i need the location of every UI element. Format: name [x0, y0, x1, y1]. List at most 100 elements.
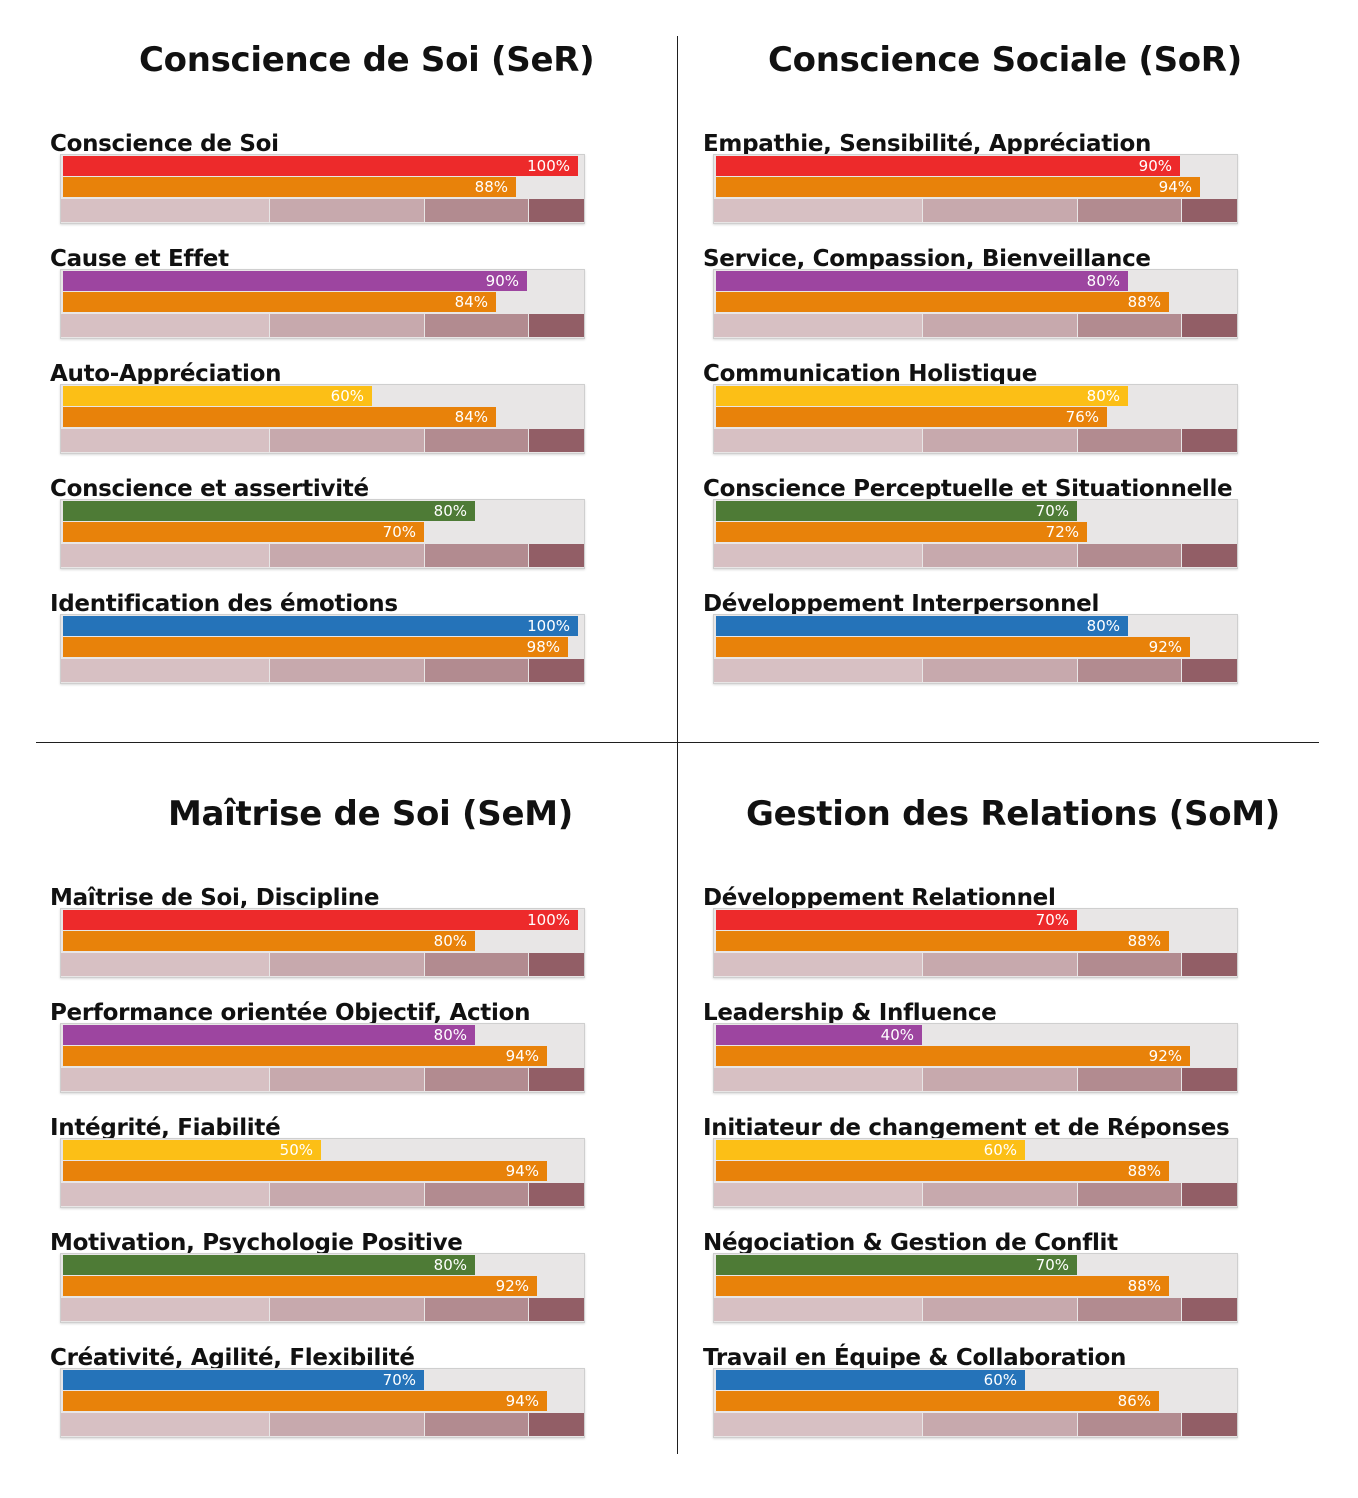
scale-band-1	[714, 1068, 922, 1091]
scale-band-3	[425, 1183, 528, 1206]
secondary-bar: 70%	[63, 522, 424, 542]
metric-label: Leadership & Influence	[703, 1000, 997, 1026]
metric-label: Service, Compassion, Bienveillance	[703, 246, 1151, 272]
scale-band-2	[923, 1068, 1077, 1091]
scale-band-3	[1078, 429, 1181, 452]
metric-group: Initiateur de changement et de Réponses 6…	[703, 1115, 1263, 1230]
scale-band-4	[1182, 659, 1237, 682]
primary-bar: 100%	[63, 910, 578, 930]
metric-label: Développement Interpersonnel	[703, 591, 1100, 617]
scale-band-4	[1182, 1413, 1237, 1436]
scale-band-1	[61, 953, 269, 976]
primary-bar: 90%	[716, 156, 1180, 176]
scale-band-2	[923, 199, 1077, 222]
scale-band-4	[529, 314, 584, 337]
scale-band-2	[270, 429, 424, 452]
bar-frame: 50% 94%	[60, 1138, 585, 1208]
scale-band-3	[1078, 314, 1181, 337]
scale-band-1	[61, 1298, 269, 1321]
scale-band-3	[1078, 1298, 1181, 1321]
metric-group: Maîtrise de Soi, Discipline 100% 80%	[50, 885, 610, 1000]
scale-band-2	[270, 199, 424, 222]
secondary-bar: 94%	[63, 1391, 547, 1411]
scale-band-1	[714, 659, 922, 682]
scale-band-3	[425, 429, 528, 452]
secondary-bar: 88%	[716, 292, 1169, 312]
scale-band-3	[425, 953, 528, 976]
metric-label: Identification des émotions	[50, 591, 398, 617]
metric-label: Intégrité, Fiabilité	[50, 1115, 281, 1141]
scale-band-1	[61, 429, 269, 452]
scale-band-4	[529, 953, 584, 976]
metric-label: Auto-Appréciation	[50, 361, 282, 387]
scale-band-2	[923, 314, 1077, 337]
secondary-bar: 86%	[716, 1391, 1159, 1411]
metric-group: Développement Relationnel 70% 88%	[703, 885, 1263, 1000]
quadrant-title: Gestion des Relations (SoM)	[746, 794, 1281, 834]
bar-frame: 70% 88%	[713, 908, 1238, 978]
scale-band-3	[425, 1068, 528, 1091]
bar-frame: 100% 80%	[60, 908, 585, 978]
vertical-divider	[677, 36, 678, 1454]
secondary-bar: 76%	[716, 407, 1107, 427]
primary-bar: 60%	[716, 1370, 1025, 1390]
scale-band-1	[714, 1298, 922, 1321]
primary-bar: 80%	[63, 1255, 475, 1275]
scale-band-1	[61, 1183, 269, 1206]
metric-label: Conscience et assertivité	[50, 476, 369, 502]
metric-label: Initiateur de changement et de Réponses	[703, 1115, 1230, 1141]
scale-band-4	[529, 1068, 584, 1091]
scale-band-4	[529, 1413, 584, 1436]
scale-band-1	[714, 953, 922, 976]
quadrant-title: Conscience de Soi (SeR)	[139, 40, 595, 80]
primary-bar: 100%	[63, 616, 578, 636]
bar-frame: 100% 98%	[60, 614, 585, 684]
bar-frame: 80% 70%	[60, 499, 585, 569]
primary-bar: 90%	[63, 271, 527, 291]
metric-group: Empathie, Sensibilité, Appréciation 90% 94…	[703, 131, 1263, 246]
secondary-bar: 84%	[63, 407, 496, 427]
metric-group: Performance orientée Objectif, Action 80%…	[50, 1000, 610, 1115]
metric-group: Communication Holistique 80% 76%	[703, 361, 1263, 476]
primary-bar: 80%	[716, 616, 1128, 636]
secondary-bar: 88%	[63, 177, 516, 197]
metric-group: Intégrité, Fiabilité 50% 94%	[50, 1115, 610, 1230]
metric-group: Identification des émotions 100% 98%	[50, 591, 610, 706]
scale-band-3	[425, 659, 528, 682]
metric-label: Communication Holistique	[703, 361, 1038, 387]
scale-band-3	[1078, 659, 1181, 682]
scale-band-2	[270, 1413, 424, 1436]
scale-band-4	[529, 199, 584, 222]
primary-bar: 60%	[63, 386, 372, 406]
bar-frame: 70% 88%	[713, 1253, 1238, 1323]
bar-frame: 100% 88%	[60, 154, 585, 224]
scale-band-4	[1182, 1068, 1237, 1091]
secondary-bar: 94%	[716, 177, 1200, 197]
bar-frame: 80% 92%	[60, 1253, 585, 1323]
secondary-bar: 88%	[716, 1276, 1169, 1296]
scale-band-4	[1182, 953, 1237, 976]
scale-band-3	[1078, 1413, 1181, 1436]
primary-bar: 70%	[63, 1370, 424, 1390]
bar-frame: 80% 94%	[60, 1023, 585, 1093]
primary-bar: 80%	[716, 271, 1128, 291]
secondary-bar: 92%	[63, 1276, 537, 1296]
scale-band-1	[61, 659, 269, 682]
scale-band-3	[1078, 544, 1181, 567]
scale-band-2	[923, 1298, 1077, 1321]
primary-bar: 70%	[716, 910, 1077, 930]
metric-label: Empathie, Sensibilité, Appréciation	[703, 131, 1152, 157]
scale-band-1	[714, 314, 922, 337]
scale-band-3	[1078, 199, 1181, 222]
horizontal-divider	[36, 742, 1319, 743]
scale-band-1	[714, 1413, 922, 1436]
bar-frame: 90% 84%	[60, 269, 585, 339]
secondary-bar: 80%	[63, 931, 475, 951]
primary-bar: 80%	[716, 386, 1128, 406]
metric-group: Auto-Appréciation 60% 84%	[50, 361, 610, 476]
scale-band-3	[425, 314, 528, 337]
metric-label: Performance orientée Objectif, Action	[50, 1000, 531, 1026]
scale-band-3	[1078, 953, 1181, 976]
secondary-bar: 88%	[716, 931, 1169, 951]
scale-band-4	[1182, 1298, 1237, 1321]
